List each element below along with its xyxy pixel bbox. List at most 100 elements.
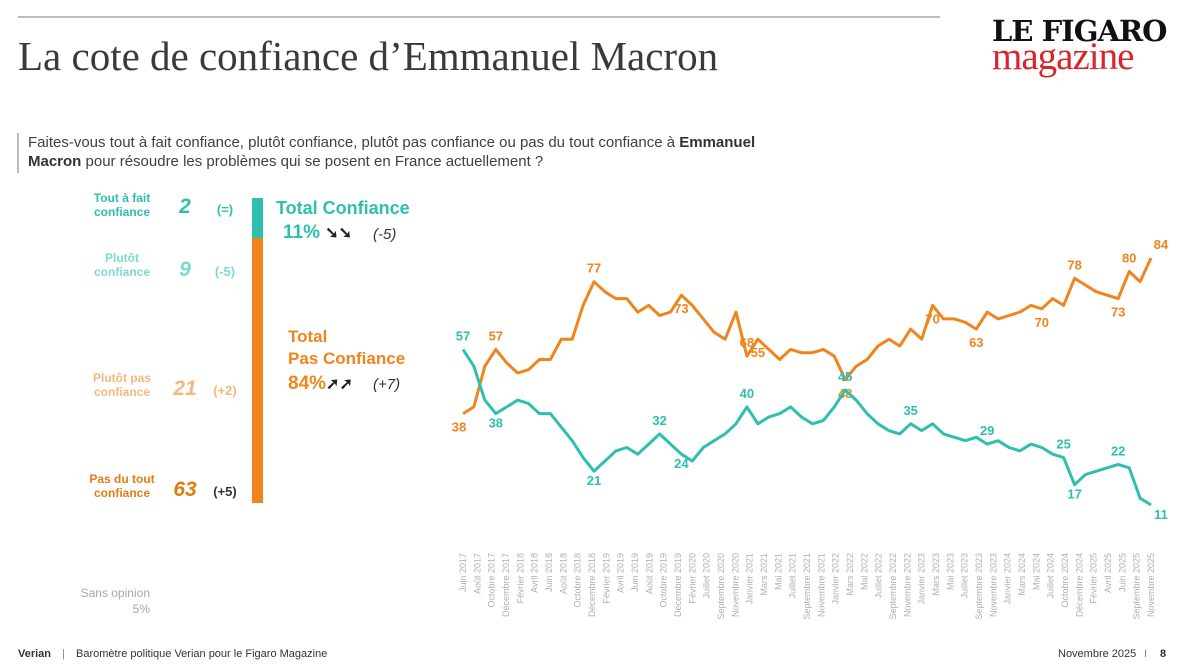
data-label: 78 [1067,257,1081,272]
x-tick-label: Mai 2022 [859,553,869,590]
x-tick-label: Juin 2017 [458,553,468,592]
breakdown-change: (+2) [213,383,237,398]
data-label: 70 [925,311,939,326]
x-tick-label: Août 2017 [472,553,482,594]
x-tick-label: Juillet 2024 [1046,553,1056,599]
x-tick-label: Février 2020 [687,553,697,604]
confiance-bar [252,198,263,238]
data-label: 40 [740,386,754,401]
footer-source: Baromètre politique Verian pour le Figar… [76,648,328,660]
up-arrows-icon: ➚➚ [326,376,353,393]
x-tick-label: Octobre 2024 [1060,553,1070,608]
x-tick-label: Septembre 2023 [974,553,984,620]
x-tick-label: Janvier 2022 [831,553,841,605]
series-line-confiance [461,348,1152,507]
x-tick-label: Mars 2022 [845,553,855,596]
data-label: 57 [456,328,470,343]
footer-separator: | [62,648,65,660]
footer-date: Novembre 2025 [1058,648,1137,660]
sans-opinion: Sans opinion 5% [80,586,150,616]
x-tick-label: Avril 2025 [1103,553,1113,593]
data-label: 80 [1122,251,1136,266]
x-tick-label: Décembre 2024 [1074,553,1084,617]
data-label: 35 [903,403,917,418]
x-tick-label: Août 2019 [644,553,654,594]
question-name: Emmanuel Macron [28,134,756,170]
total-confiance-label: Total Confiance [276,198,410,218]
x-tick-label: Août 2018 [558,553,568,594]
x-tick-label: Mars 2023 [931,553,941,596]
x-tick-label: Juillet 2021 [788,553,798,599]
data-label: 22 [1111,443,1125,458]
page-title: La cote de confiance d’Emmanuel Macron [18,33,719,79]
x-tick-label: Décembre 2019 [673,553,683,617]
total-pas-confiance-label: Total Pas Confiance [288,327,406,368]
data-label: 38 [489,416,503,431]
breakdown-label: Pas du tout confiance [89,472,155,500]
data-label: 70 [1035,315,1049,330]
x-tick-label: Mai 2023 [945,553,955,590]
data-label: 73 [1111,305,1125,320]
data-label: 84 [1154,237,1169,252]
title-divider [18,16,940,18]
breakdown-label: Plutôt pas confiance [92,371,151,399]
data-label: 77 [587,261,601,276]
breakdown-value: 21 [173,377,197,400]
footer-brand: Verian [18,648,52,660]
question-bar [17,133,19,173]
x-tick-label: Février 2025 [1089,553,1099,604]
breakdown-change: (=) [216,202,234,217]
down-arrows-icon: ➘➘ [325,225,353,242]
x-tick-label: Novembre 2020 [730,553,740,617]
data-label: 55 [751,345,765,360]
x-tick-label: Janvier 2023 [917,553,927,605]
x-tick-label: Juin 2025 [1117,553,1127,592]
total-confiance-change: (-5) [373,226,397,243]
x-tick-label: Juillet 2020 [702,553,712,599]
data-label: 24 [674,456,689,471]
x-tick-label: Janvier 2021 [745,553,755,605]
x-tick-label: Septembre 2021 [802,553,812,620]
x-tick-label: Octobre 2018 [573,553,583,608]
logo-line1: LE FIGARO [992,14,1167,48]
breakdown-value: 9 [179,258,191,281]
question-part1: Faites-vous tout à fait confiance, plutô… [28,134,680,151]
logo-line2: magazine [992,35,1134,78]
data-label: 29 [980,423,994,438]
x-tick-label: Décembre 2017 [501,553,511,617]
data-label: 17 [1067,487,1081,502]
breakdown-value: 2 [179,195,191,218]
total-confiance-value: 11% ➘➘ [283,222,353,243]
x-tick-label: Janvier 2024 [1003,553,1013,605]
x-tick-label: Septembre 2022 [888,553,898,620]
x-tick-label: Novembre 2021 [816,553,826,617]
x-tick-label: Juin 2018 [544,553,554,592]
x-tick-label: Juin 2019 [630,553,640,592]
x-tick-label: Novembre 2025 [1146,553,1156,617]
x-tick-label: Février 2018 [515,553,525,604]
data-label: 63 [969,335,983,350]
series-line-pas-confiance [462,257,1153,415]
data-label: 25 [1056,437,1070,452]
x-tick-label: Octobre 2019 [659,553,669,608]
x-tick-label: Décembre 2018 [587,553,597,617]
data-label: 68 [740,335,754,350]
x-tick-label: Mars 2024 [1017,553,1027,596]
breakdown-label: Tout à fait confiance [93,191,151,219]
data-label: 32 [652,413,666,428]
x-tick-label: Mars 2021 [759,553,769,596]
total-pas-confiance-value: 84%➚➚ [288,373,353,394]
total-pas-confiance-change: (+7) [373,376,401,393]
data-label: 45 [838,369,852,384]
breakdown-label: Plutôt confiance [93,251,150,279]
footer-separator2: I [1144,648,1148,660]
x-tick-label: Novembre 2022 [902,553,912,617]
x-tick-label: Novembre 2023 [988,553,998,617]
data-label: 73 [674,301,688,316]
x-tick-label: Septembre 2025 [1132,553,1142,620]
data-label: 57 [489,328,503,343]
x-tick-label: Juillet 2023 [960,553,970,599]
breakdown-change: (+5) [213,484,237,499]
x-tick-label: Février 2019 [601,553,611,604]
